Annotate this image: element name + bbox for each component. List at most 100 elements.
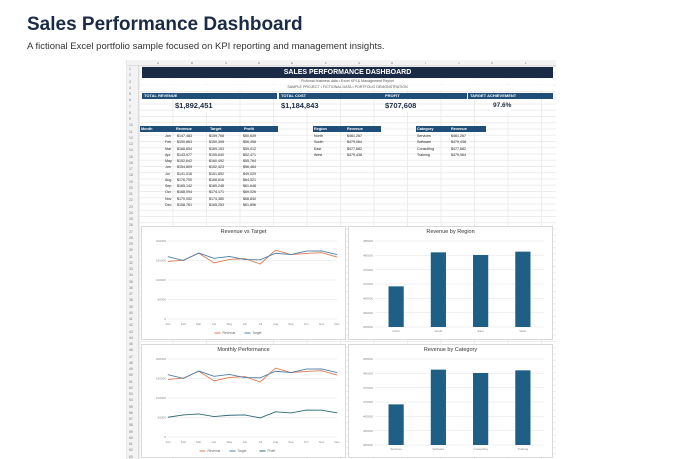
data-point[interactable] xyxy=(183,260,184,261)
row-number[interactable]: 57 xyxy=(129,417,133,421)
row-number[interactable]: 18 xyxy=(129,173,133,178)
row-number[interactable]: 20 xyxy=(129,185,133,190)
series-line-target[interactable] xyxy=(167,250,338,261)
data-point[interactable] xyxy=(305,368,307,370)
row-number[interactable]: 40 xyxy=(129,310,133,315)
row-number[interactable]: 3 xyxy=(129,79,131,84)
bar-training[interactable] xyxy=(515,370,531,445)
row-number[interactable]: 15 xyxy=(129,154,133,159)
data-point[interactable] xyxy=(213,416,215,417)
table-row[interactable]: North $461,267 xyxy=(314,133,454,139)
row-number[interactable]: 8 xyxy=(129,110,131,115)
column-header[interactable]: J xyxy=(458,61,460,65)
row-number[interactable]: 53 xyxy=(129,392,133,396)
row-number[interactable]: 16 xyxy=(129,160,133,165)
table-row[interactable]: Jan $147,483 $159,768 $50,639 xyxy=(140,133,280,139)
data-point[interactable] xyxy=(290,412,292,414)
data-point[interactable] xyxy=(336,412,338,414)
chart-revenue-by-region[interactable]: Revenue by Region 485000 480000 475000 4700… xyxy=(348,226,553,340)
data-point[interactable] xyxy=(275,252,276,254)
bar-services[interactable] xyxy=(388,404,404,445)
row-number[interactable]: 6 xyxy=(129,98,131,103)
table-row[interactable]: Jul $141,016 $151,852 $49,029 xyxy=(140,171,280,177)
row-number[interactable]: 31 xyxy=(129,254,133,259)
column-header[interactable]: C xyxy=(225,61,228,65)
row-number[interactable]: 46 xyxy=(129,348,133,353)
table-row[interactable]: Feb $150,863 $150,308 $56,496 xyxy=(140,139,280,145)
row-number[interactable]: 50 xyxy=(129,373,133,378)
data-point[interactable] xyxy=(167,261,169,262)
series-line-revenue[interactable] xyxy=(167,249,338,265)
row-number[interactable]: 33 xyxy=(129,267,133,271)
column-header[interactable]: K xyxy=(491,61,494,65)
table-row[interactable]: Jun $154,809 $152,423 $56,464 xyxy=(140,164,280,170)
row-number[interactable]: 61 xyxy=(129,442,133,446)
bar-north[interactable] xyxy=(388,286,404,327)
data-point[interactable] xyxy=(229,374,230,375)
row-number[interactable]: 49 xyxy=(129,367,133,371)
row-number[interactable]: 42 xyxy=(129,323,133,328)
chart-revenue-vs-target[interactable]: Revenue vs Target 200000 150000 100000 5000… xyxy=(141,226,346,340)
data-point[interactable] xyxy=(305,253,307,254)
data-point[interactable] xyxy=(275,249,276,251)
data-point[interactable] xyxy=(244,259,246,260)
column-header[interactable]: D xyxy=(258,61,261,65)
row-number[interactable]: 1 xyxy=(129,67,131,71)
chart-revenue-by-category[interactable]: Revenue by Category 485000 480000 475000 47… xyxy=(348,344,553,458)
data-point[interactable] xyxy=(336,254,338,255)
data-point[interactable] xyxy=(321,370,322,372)
row-number[interactable]: 62 xyxy=(129,448,133,453)
table-row[interactable]: Oct $168,094 $174,171 $69,026 xyxy=(140,189,280,195)
data-point[interactable] xyxy=(259,377,261,379)
bar-east[interactable] xyxy=(473,254,489,327)
data-point[interactable] xyxy=(275,367,276,369)
row-number[interactable]: 37 xyxy=(129,292,133,296)
table-row[interactable]: Training $479,064 xyxy=(417,152,556,158)
data-point[interactable] xyxy=(229,259,230,260)
row-number[interactable]: 7 xyxy=(129,104,131,109)
row-number[interactable]: 5 xyxy=(129,92,131,96)
row-number[interactable]: 30 xyxy=(129,248,133,253)
data-point[interactable] xyxy=(305,250,307,252)
row-number[interactable]: 54 xyxy=(129,398,133,403)
table-row[interactable]: West $479,438 xyxy=(314,152,454,158)
row-number[interactable]: 23 xyxy=(129,204,133,209)
table-row[interactable]: Services $461,267 xyxy=(417,133,556,139)
row-number[interactable]: 22 xyxy=(129,198,133,203)
table-row[interactable]: Sep $165,142 $165,248 $61,648 xyxy=(140,183,280,189)
data-point[interactable] xyxy=(198,370,200,372)
table-row[interactable]: South $479,064 xyxy=(314,139,454,145)
data-point[interactable] xyxy=(321,409,322,411)
row-number[interactable]: 25 xyxy=(129,217,133,221)
row-number[interactable]: 29 xyxy=(129,242,133,246)
column-header[interactable]: L xyxy=(525,61,527,65)
row-number[interactable]: 41 xyxy=(129,317,133,321)
series-line-profit[interactable] xyxy=(167,409,338,419)
data-point[interactable] xyxy=(229,414,230,416)
data-point[interactable] xyxy=(167,256,169,258)
row-number[interactable]: 51 xyxy=(129,379,133,384)
data-point[interactable] xyxy=(259,381,261,383)
row-number[interactable]: 48 xyxy=(129,360,133,365)
row-number[interactable]: 45 xyxy=(129,342,133,346)
data-point[interactable] xyxy=(259,417,261,419)
table-row[interactable]: Dec $158,761 $165,253 $61,896 xyxy=(140,202,280,208)
row-number[interactable]: 14 xyxy=(129,148,133,153)
table-row[interactable]: Apr $143,977 $155,640 $52,471 xyxy=(140,152,280,158)
data-point[interactable] xyxy=(183,378,184,379)
data-point[interactable] xyxy=(305,371,307,372)
column-header[interactable]: B xyxy=(191,61,194,65)
row-number[interactable]: 9 xyxy=(129,117,131,121)
data-point[interactable] xyxy=(198,413,200,415)
data-point[interactable] xyxy=(321,368,322,370)
column-header[interactable]: H xyxy=(391,61,394,65)
data-point[interactable] xyxy=(183,414,184,416)
table-row[interactable]: Nov $170,052 $174,380 $68,840 xyxy=(140,196,280,202)
table-row[interactable]: Aug $176,700 $168,616 $64,521 xyxy=(140,177,280,183)
table-row[interactable]: East $477,682 xyxy=(314,146,454,152)
row-number[interactable]: 34 xyxy=(129,273,133,278)
bar-software[interactable] xyxy=(430,369,446,445)
data-point[interactable] xyxy=(167,379,169,380)
row-number[interactable]: 38 xyxy=(129,298,133,303)
row-number[interactable]: 19 xyxy=(129,179,133,184)
